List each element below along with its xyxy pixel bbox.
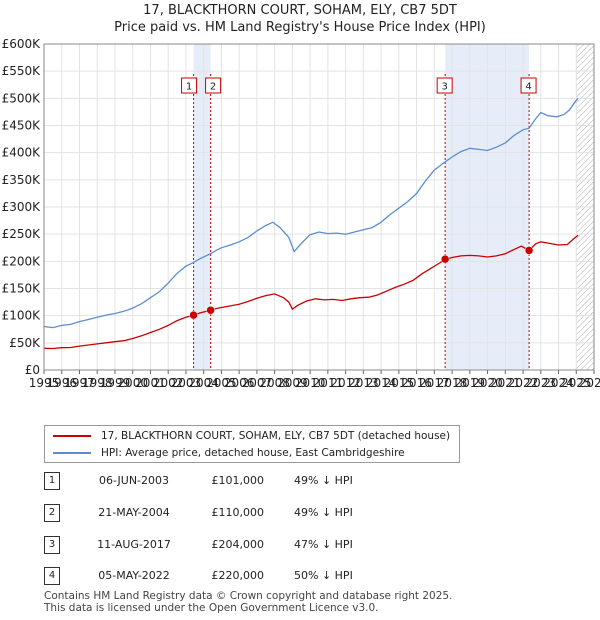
table-row: 3 11-AUG-2017 £204,000 47% ↓ HPI: [44, 536, 424, 554]
chart-title: 17, BLACKTHORN COURT, SOHAM, ELY, CB7 5D…: [143, 3, 457, 18]
y-tick-label: £550K: [2, 64, 42, 78]
legend-item-hpi: HPI: Average price, detached house, East…: [53, 445, 405, 461]
x-tick-label: 2005: [206, 376, 237, 390]
footer-copyright: Contains HM Land Registry data © Crown c…: [44, 590, 453, 602]
sale-point: [524, 246, 534, 255]
y-tick-label: £50K: [9, 336, 41, 350]
y-tick-label: £250K: [2, 227, 42, 241]
sale-hpi-diff: 49% ↓ HPI: [294, 474, 353, 487]
sale-label-box: [520, 77, 537, 94]
sale-label-box: [205, 77, 222, 94]
y-tick-label: £350K: [2, 173, 42, 187]
chart-legend: 17, BLACKTHORN COURT, SOHAM, ELY, CB7 5D…: [44, 425, 460, 463]
table-row: 4 05-MAY-2022 £220,000 50% ↓ HPI: [44, 567, 424, 585]
x-tick-label: 2025: [561, 376, 592, 390]
x-tick-label: 2024: [543, 376, 574, 390]
y-tick-label: £450K: [2, 119, 42, 133]
x-tick-label: 2006: [224, 376, 255, 390]
x-tick-label: 2000: [117, 376, 148, 390]
x-tick-label: 2012: [330, 376, 361, 390]
x-tick-label: 2011: [313, 376, 344, 390]
x-tick-label: 2020: [472, 376, 503, 390]
sale-date: 11-AUG-2017: [97, 538, 171, 551]
x-tick-label: 2014: [366, 376, 397, 390]
footer: Contains HM Land Registry data © Crown c…: [44, 590, 452, 614]
sale-label-text: 1: [186, 82, 192, 93]
x-tick-label: 2009: [277, 376, 308, 390]
property-price-line: [43, 234, 579, 350]
sale-date: 06-JUN-2003: [98, 474, 170, 487]
x-tick-label: 2001: [135, 376, 166, 390]
x-tick-label: 2019: [455, 376, 486, 390]
x-tick-label: 2023: [526, 376, 557, 390]
y-tick-label: £200K: [2, 254, 42, 268]
x-tick-label: 1998: [82, 376, 113, 390]
sale-number-badge: 2: [44, 504, 60, 522]
legend-swatch-hpi: [53, 452, 91, 454]
sale-label-box: [181, 77, 198, 94]
sale-price: £204,000: [211, 538, 265, 551]
x-tick-label: 1996: [46, 376, 77, 390]
table-row: 2 21-MAY-2004 £110,000 49% ↓ HPI: [44, 504, 424, 522]
table-row: 1 06-JUN-2003 £101,000 49% ↓ HPI: [44, 472, 424, 490]
sale-label-text: 3: [441, 82, 447, 93]
sale-price: £101,000: [211, 474, 265, 487]
x-tick-label: 2007: [242, 376, 273, 390]
x-tick-label: 2016: [401, 376, 432, 390]
x-tick-label: 2022: [508, 376, 539, 390]
x-tick-label: 1997: [64, 376, 95, 390]
y-tick-label: £0: [25, 363, 40, 377]
sale-label-text: 4: [525, 82, 531, 93]
y-tick-label: £300K: [2, 200, 42, 214]
y-tick-label: £150K: [2, 282, 42, 296]
footer-licence: This data is licensed under the Open Gov…: [44, 602, 379, 614]
legend-label-property: 17, BLACKTHORN COURT, SOHAM, ELY, CB7 5D…: [101, 430, 451, 442]
sale-price: £110,000: [211, 506, 265, 519]
sale-date: 21-MAY-2004: [98, 506, 170, 519]
sale-number-badge: 3: [44, 536, 60, 554]
sale-price: £220,000: [211, 569, 265, 582]
x-tick-label: 1999: [100, 376, 131, 390]
x-tick-label: 2018: [437, 376, 468, 390]
sale-point: [189, 310, 198, 320]
sale-point: [206, 305, 215, 315]
x-tick-label: 2002: [153, 376, 184, 390]
x-tick-label: 1995: [29, 376, 60, 390]
y-tick-label: £400K: [2, 146, 42, 160]
x-tick-label: 2021: [490, 376, 521, 390]
x-tick-label: 2010: [295, 376, 326, 390]
legend-item-property: 17, BLACKTHORN COURT, SOHAM, ELY, CB7 5D…: [53, 428, 450, 444]
x-tick-label: 2008: [259, 376, 290, 390]
legend-swatch-property: [53, 435, 91, 437]
y-tick-label: £600K: [2, 37, 42, 51]
x-tick-label: 2017: [419, 376, 450, 390]
hpi-line: [43, 97, 579, 329]
x-tick-label: 2004: [188, 376, 219, 390]
sale-hpi-diff: 49% ↓ HPI: [294, 506, 353, 519]
sale-number-badge: 4: [44, 567, 60, 585]
legend-label-hpi: HPI: Average price, detached house, East…: [101, 447, 405, 459]
x-tick-label: 2015: [384, 376, 415, 390]
x-tick-label: 2026: [579, 376, 600, 390]
sale-number-badge: 1: [44, 472, 60, 490]
price-chart: £0 £50K £100K £150K £200K £250K £300K £350K £400…: [2, 37, 600, 390]
sale-point: [440, 254, 450, 264]
plot-frame: [43, 43, 595, 371]
sale-hpi-diff: 47% ↓ HPI: [294, 538, 353, 551]
sale-date: 05-MAY-2022: [98, 569, 170, 582]
x-tick-label: 2003: [171, 376, 202, 390]
y-tick-label: £100K: [2, 309, 42, 323]
sale-label-box: [436, 77, 453, 94]
sale-label-text: 2: [210, 82, 216, 93]
sale-hpi-diff: 50% ↓ HPI: [294, 569, 353, 582]
y-tick-label: £500K: [2, 91, 42, 105]
x-tick-label: 2013: [348, 376, 379, 390]
chart-subtitle: Price paid vs. HM Land Registry's House …: [114, 20, 486, 35]
